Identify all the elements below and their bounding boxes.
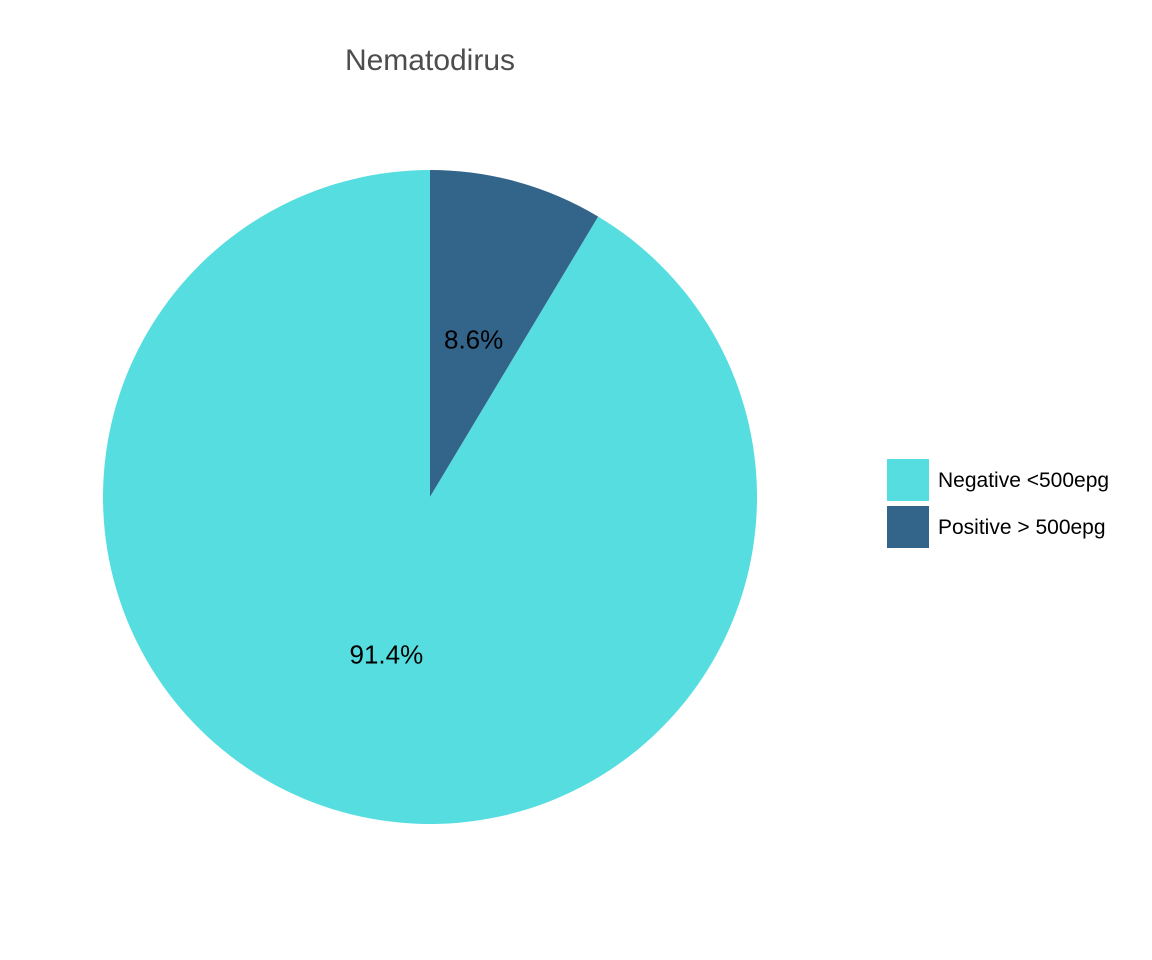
legend-label-positive: Positive > 500epg (938, 516, 1106, 539)
legend-key-negative (887, 459, 929, 501)
pie-slices (103, 170, 758, 824)
slice-label-negative: 91.4% (349, 640, 423, 670)
chart-title: Nematodirus (345, 44, 515, 77)
pie-slice-labels: 8.6% 91.4% (349, 324, 503, 669)
slice-label-positive: 8.6% (444, 324, 503, 354)
pie-slice-positive (430, 170, 599, 497)
legend-label-negative: Negative <500epg (938, 469, 1109, 492)
legend-key-positive (887, 506, 929, 548)
legend: Negative <500epg Positive > 500epg (887, 459, 1109, 548)
pie-slice-negative (103, 170, 758, 824)
